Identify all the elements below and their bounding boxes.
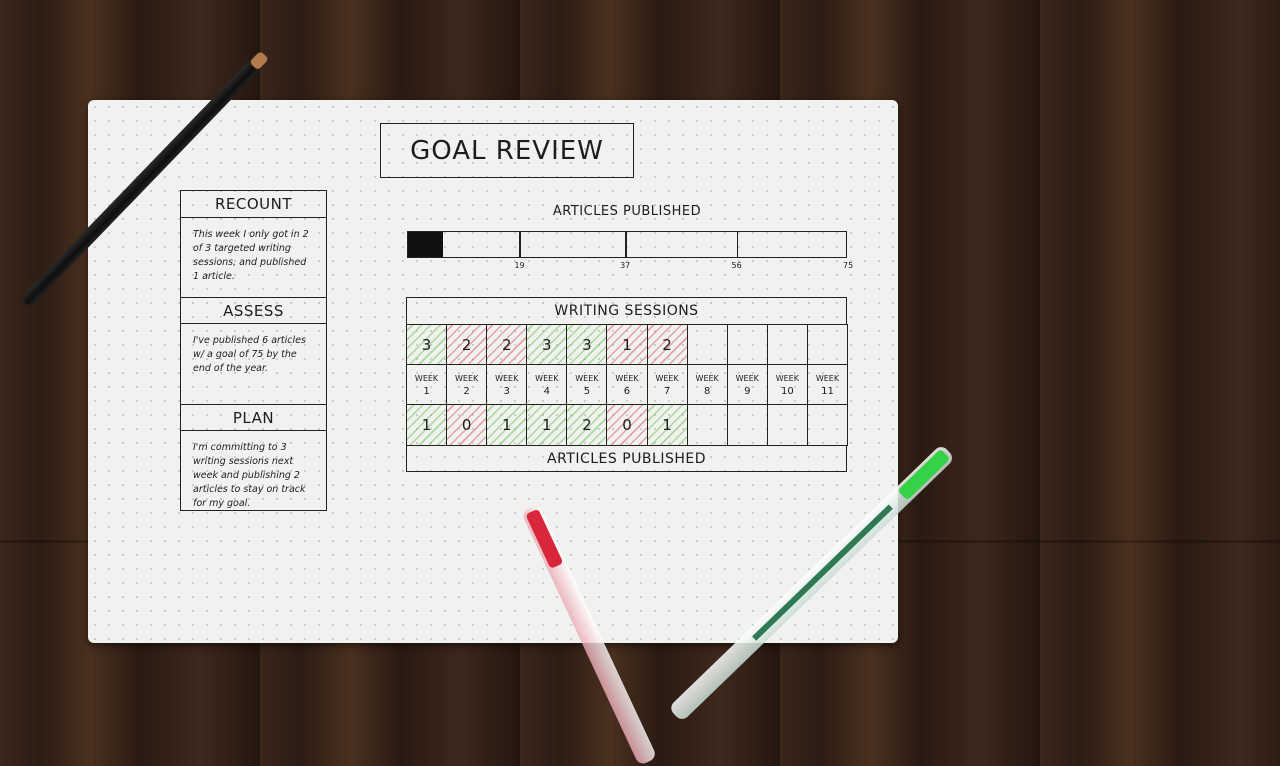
articles-cell: [726, 404, 768, 446]
sessions-cell: [766, 324, 808, 365]
week-word: WEEK: [535, 373, 559, 383]
plan-heading: PLAN: [180, 404, 327, 431]
week-cell: WEEK 3: [486, 364, 528, 405]
week-cell: WEEK 5: [566, 364, 608, 405]
week-word: WEEK: [775, 373, 799, 383]
week-cell: WEEK 6: [606, 364, 648, 405]
sessions-cell: 2: [646, 324, 688, 365]
recount-heading: RECOUNT: [180, 190, 327, 218]
week-word: WEEK: [495, 373, 519, 383]
week-number: 11: [821, 385, 834, 397]
sessions-cell: [686, 324, 728, 365]
articles-cell: 1: [486, 404, 528, 446]
week-word: WEEK: [414, 373, 439, 383]
assess-text: I've published 6 articles w/ a goal of 7…: [180, 323, 327, 405]
week-cell: WEEK 4: [526, 364, 568, 405]
week-number: 9: [744, 385, 751, 397]
recount-text: This week I only got in 2 of 3 targeted …: [180, 217, 327, 298]
plan-text: I'm committing to 3 writing sessions nex…: [180, 430, 327, 511]
progress-divider: [625, 232, 627, 257]
week-cell: WEEK 10: [766, 364, 808, 405]
sessions-cell: 2: [446, 324, 488, 365]
week-number: 10: [780, 385, 794, 397]
articles-cell: 1: [646, 404, 688, 446]
week-cell: WEEK 8: [686, 364, 728, 405]
progress-tick-label: 75: [843, 261, 854, 270]
articles-progress-bar: [407, 231, 847, 258]
articles-cell: 2: [566, 404, 608, 446]
progress-divider: [736, 232, 739, 257]
articles-cell: 0: [606, 404, 648, 446]
week-number: 1: [423, 385, 430, 397]
week-word: WEEK: [735, 373, 759, 383]
sessions-cell: 1: [606, 324, 648, 365]
week-cell: WEEK 2: [446, 364, 488, 405]
week-word: WEEK: [815, 373, 840, 383]
sessions-cell: [806, 324, 848, 365]
sessions-cell: 3: [526, 324, 568, 365]
page-title: GOAL REVIEW: [380, 123, 634, 178]
articles-cell: 1: [406, 404, 448, 446]
week-number: 2: [463, 385, 470, 397]
articles-cell: [686, 404, 728, 446]
pen-tip: [249, 50, 269, 71]
sessions-heading: WRITING SESSIONS: [406, 297, 847, 325]
week-number: 4: [543, 385, 550, 397]
sessions-cell: 3: [566, 324, 608, 365]
progress-fill: [408, 232, 444, 257]
sessions-cell: 3: [406, 324, 448, 365]
journal-page: GOAL REVIEW RECOUNT This week I only got…: [88, 100, 898, 643]
week-word: WEEK: [454, 373, 479, 383]
week-word: WEEK: [695, 373, 719, 383]
week-word: WEEK: [615, 373, 639, 383]
assess-heading: ASSESS: [180, 297, 327, 324]
articles-cell: [806, 404, 848, 446]
week-number: 3: [503, 385, 510, 397]
sessions-cell: 2: [486, 324, 528, 365]
writing-sessions-table: WRITING SESSIONS ARTICLES PUBLISHED 3 WEEK 1…: [406, 297, 848, 472]
sessions-cell: [726, 324, 768, 365]
week-number: 8: [703, 385, 711, 397]
progress-label: ARTICLES PUBLISHED: [552, 204, 702, 219]
progress-tick-label: 56: [731, 261, 742, 270]
progress-tick-label: 37: [620, 261, 631, 270]
week-number: 5: [583, 385, 591, 397]
articles-cell: 0: [446, 404, 488, 446]
week-cell: WEEK 7: [646, 364, 688, 405]
week-number: 6: [623, 385, 631, 397]
week-number: 7: [663, 385, 671, 397]
week-cell: WEEK 1: [406, 364, 448, 405]
progress-tick-label: 19: [514, 261, 525, 270]
week-word: WEEK: [655, 373, 679, 383]
articles-heading: ARTICLES PUBLISHED: [406, 445, 847, 472]
green-cap: [897, 448, 951, 501]
articles-cell: 1: [526, 404, 568, 446]
week-word: WEEK: [575, 373, 599, 383]
week-cell: WEEK 11: [806, 364, 848, 405]
week-cell: WEEK 9: [726, 364, 768, 405]
progress-divider: [519, 232, 521, 257]
articles-cell: [766, 404, 808, 446]
